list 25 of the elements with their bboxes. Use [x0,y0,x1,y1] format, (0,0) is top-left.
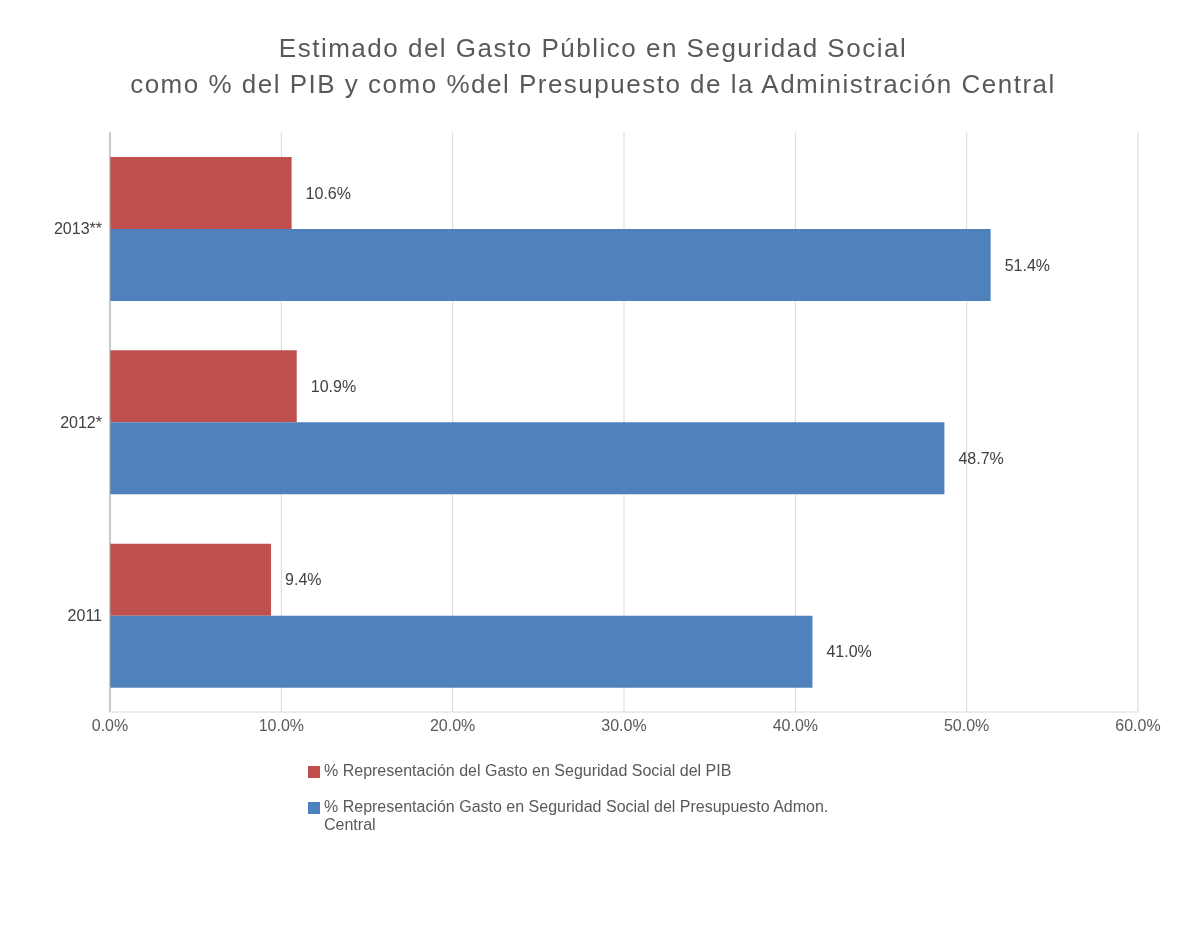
bar [110,543,272,616]
y-tick-label: 2013** [53,220,102,238]
x-tick-label: 10.0% [258,717,305,735]
chart-title: Estimado del Gasto Público en Seguridad Social como % del PIB y como %del Presupuesto de la Administración Central [129,32,1057,101]
bar [110,157,292,229]
bar [110,615,813,688]
bar [110,422,945,495]
x-tick-label: 0.0% [91,717,129,735]
bar [110,350,297,423]
data-label: 9.4% [285,571,322,589]
bar [110,229,991,301]
x-tick-label: 30.0% [601,717,647,735]
data-label: 41.0% [826,643,872,661]
legend-label: % Representación del Gasto en Seguridad Social del PIB [324,762,732,780]
legend-label: % Representación Gasto en Seguridad Social del Presupuesto Admon. Central [324,798,830,834]
data-label: 10.9% [310,378,357,396]
x-tick-label: 20.0% [429,717,476,735]
x-tick-label: 50.0% [943,717,990,735]
data-label: 51.4% [1004,256,1051,274]
x-tick-label: 60.0% [1115,717,1161,735]
data-label: 48.7% [958,450,1004,468]
x-tick-label: 40.0% [772,717,819,735]
y-tick-label: 2012* [60,413,102,431]
data-label: 10.6% [305,184,351,202]
y-tick-label: 2011 [67,607,103,625]
